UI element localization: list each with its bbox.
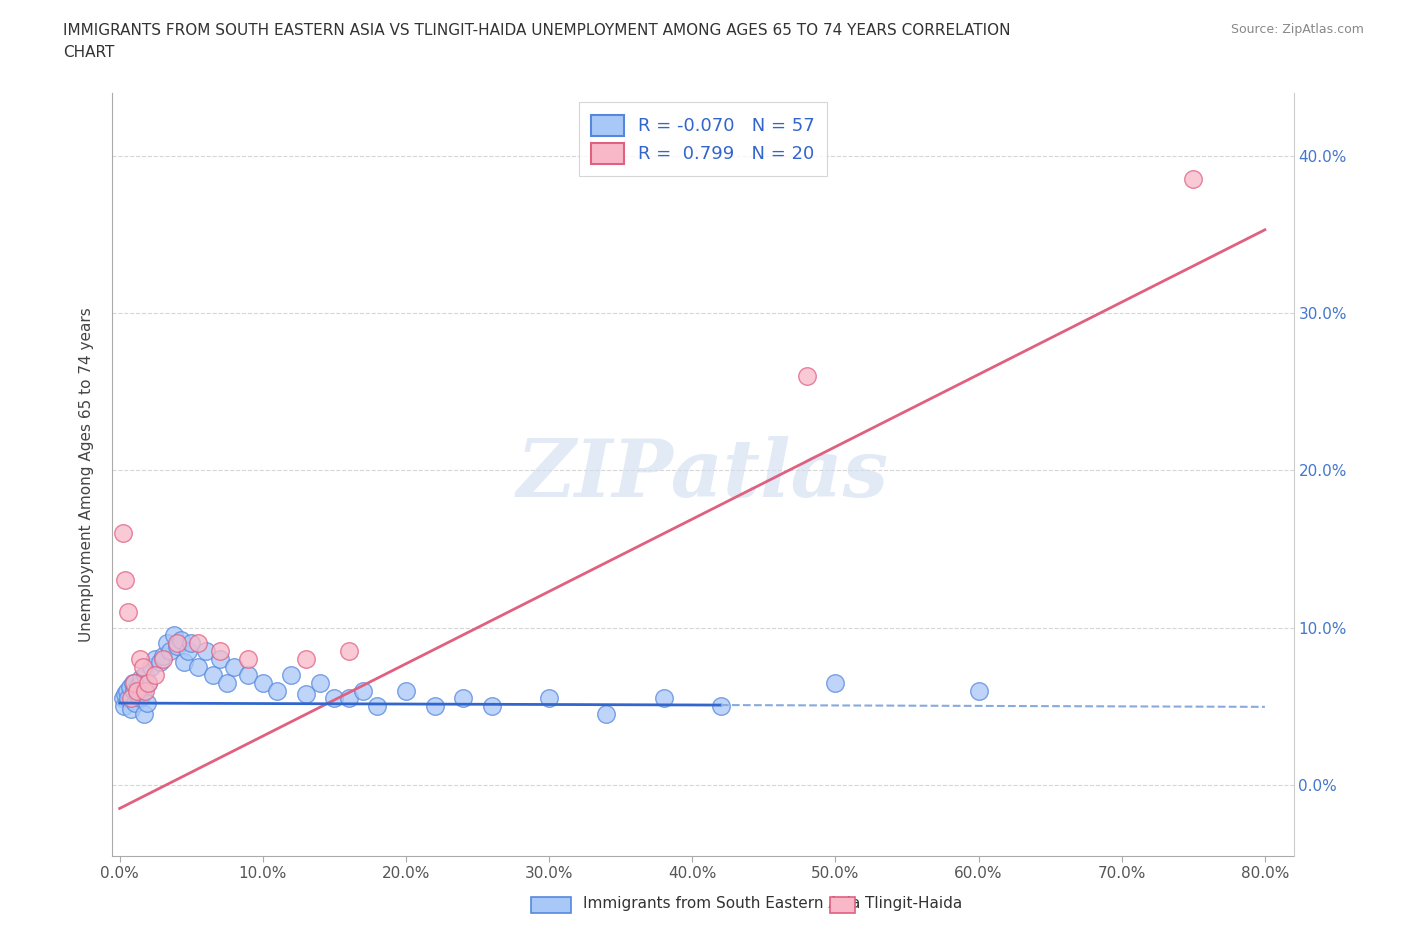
Point: [120, 691, 142, 706]
Text: CHART: CHART: [63, 45, 115, 60]
Point: [127, 678, 149, 693]
Point: [824, 675, 846, 690]
Point: [173, 655, 195, 670]
Point: [238, 652, 260, 667]
Point: [131, 659, 153, 674]
Point: [124, 696, 146, 711]
Point: [134, 683, 156, 698]
Point: [208, 652, 231, 667]
Point: [967, 683, 990, 698]
Point: [134, 668, 156, 683]
Point: [294, 686, 316, 701]
Point: [177, 644, 200, 658]
Point: [252, 675, 274, 690]
Text: Tlingit-Haida: Tlingit-Haida: [865, 897, 962, 911]
Point: [128, 691, 150, 706]
Point: [111, 691, 134, 706]
Point: [129, 671, 152, 685]
Point: [114, 686, 136, 701]
Point: [139, 659, 162, 674]
Text: IMMIGRANTS FROM SOUTH EASTERN ASIA VS TLINGIT-HAIDA UNEMPLOYMENT AMONG AGES 65 T: IMMIGRANTS FROM SOUTH EASTERN ASIA VS TL…: [63, 23, 1011, 38]
Point: [294, 652, 316, 667]
Y-axis label: Unemployment Among Ages 65 to 74 years: Unemployment Among Ages 65 to 74 years: [79, 307, 94, 642]
Point: [337, 644, 360, 658]
Point: [114, 573, 136, 588]
Point: [337, 691, 360, 706]
Point: [122, 683, 145, 698]
Point: [323, 691, 346, 706]
Point: [215, 675, 238, 690]
Point: [201, 668, 224, 683]
Point: [180, 636, 202, 651]
Point: [366, 698, 388, 713]
Point: [395, 683, 418, 698]
Point: [135, 696, 157, 711]
Point: [136, 675, 159, 690]
Point: [280, 668, 302, 683]
Point: [1182, 172, 1205, 187]
Point: [120, 702, 142, 717]
Point: [187, 636, 209, 651]
Point: [187, 659, 209, 674]
Point: [159, 644, 181, 658]
Point: [145, 668, 167, 683]
Point: [122, 675, 145, 690]
Point: [121, 675, 143, 690]
Point: [117, 691, 139, 706]
Point: [266, 683, 288, 698]
Point: [145, 652, 167, 667]
Point: [481, 698, 503, 713]
Point: [131, 683, 153, 698]
Point: [238, 668, 260, 683]
Point: [710, 698, 733, 713]
Point: [352, 683, 374, 698]
Point: [451, 691, 474, 706]
Point: [224, 659, 246, 674]
Text: Source: ZipAtlas.com: Source: ZipAtlas.com: [1230, 23, 1364, 36]
Point: [115, 683, 138, 698]
Point: [163, 628, 186, 643]
Point: [166, 636, 188, 651]
Point: [538, 691, 561, 706]
Point: [208, 644, 231, 658]
Text: ZIPatlas: ZIPatlas: [517, 435, 889, 513]
Point: [595, 707, 617, 722]
Point: [125, 686, 148, 701]
Point: [309, 675, 332, 690]
Point: [156, 636, 179, 651]
Point: [117, 604, 139, 619]
Point: [132, 707, 155, 722]
Point: [170, 632, 193, 647]
Point: [166, 639, 188, 654]
Point: [423, 698, 446, 713]
Point: [152, 652, 174, 667]
Point: [125, 683, 148, 698]
Legend: R = -0.070   N = 57, R =  0.799   N = 20: R = -0.070 N = 57, R = 0.799 N = 20: [578, 102, 828, 177]
Point: [136, 675, 159, 690]
Point: [796, 368, 818, 383]
Point: [118, 680, 141, 695]
Point: [652, 691, 675, 706]
Point: [152, 648, 174, 663]
Point: [112, 698, 135, 713]
Text: Immigrants from South Eastern Asia: Immigrants from South Eastern Asia: [583, 897, 860, 911]
Point: [194, 644, 217, 658]
Point: [111, 525, 134, 540]
Point: [149, 655, 172, 670]
Point: [128, 652, 150, 667]
